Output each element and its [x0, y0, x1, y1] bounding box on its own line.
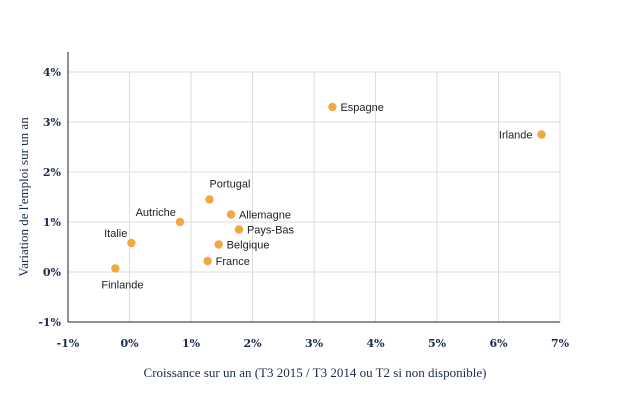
- point-label-italie: Italie: [104, 228, 127, 240]
- x-tick-label: 6%: [489, 337, 508, 350]
- x-tick-label: 4%: [366, 337, 385, 350]
- x-axis-title: Croissance sur un an (T3 2015 / T3 2014 …: [144, 365, 487, 380]
- data-point-espagne: [328, 102, 337, 112]
- point-labels: Espagne Irlande Portugal Allemagne Autriche P…: [101, 102, 532, 292]
- point-label-irlande: Irlande: [499, 130, 533, 142]
- x-tick-label: 3%: [305, 337, 324, 350]
- data-point-finlande: [111, 264, 120, 273]
- y-tick-label: 4%: [43, 66, 62, 79]
- data-point-portugal: [205, 195, 214, 204]
- x-tick-label: -1%: [57, 337, 80, 350]
- x-tick-label: 0%: [120, 337, 139, 350]
- data-point-autriche: [175, 217, 185, 227]
- data-point-pays-bas: [234, 225, 244, 234]
- data-points: [111, 102, 546, 273]
- y-tick-label: 2%: [43, 166, 62, 179]
- grid-lines: [68, 71, 561, 322]
- y-tick-label: 1%: [43, 216, 62, 229]
- point-label-portugal: Portugal: [209, 179, 250, 191]
- x-tick-label: 5%: [428, 337, 447, 350]
- point-label-finlande: Finlande: [101, 280, 143, 292]
- x-tick-label: 1%: [182, 337, 201, 350]
- point-label-pays-bas: Pays-Bas: [247, 225, 295, 237]
- point-label-espagne: Espagne: [340, 102, 383, 114]
- point-label-belgique: Belgique: [227, 240, 270, 252]
- data-point-allemagne: [226, 210, 236, 219]
- y-axis-title: Variation de l'emploi sur un an: [16, 117, 31, 277]
- data-point-france: [203, 256, 212, 266]
- data-point-belgique: [214, 240, 223, 249]
- point-label-allemagne: Allemagne: [239, 210, 291, 222]
- y-tick-label: -1%: [38, 316, 61, 329]
- x-tick-label: 7%: [551, 337, 570, 350]
- data-point-italie: [127, 238, 136, 248]
- y-tick-label: 0%: [43, 266, 62, 279]
- axes: [67, 52, 560, 323]
- y-tick-label: 3%: [43, 116, 62, 129]
- tick-labels: -1% 0% 1% 2% 3% 4% 5% 6% 7% -1% 0% 1% 2% 3% 4%: [38, 66, 569, 350]
- data-point-irlande: [537, 130, 546, 139]
- x-tick-label: 2%: [243, 337, 262, 350]
- point-label-autriche: Autriche: [136, 207, 176, 219]
- point-label-france: France: [216, 256, 250, 268]
